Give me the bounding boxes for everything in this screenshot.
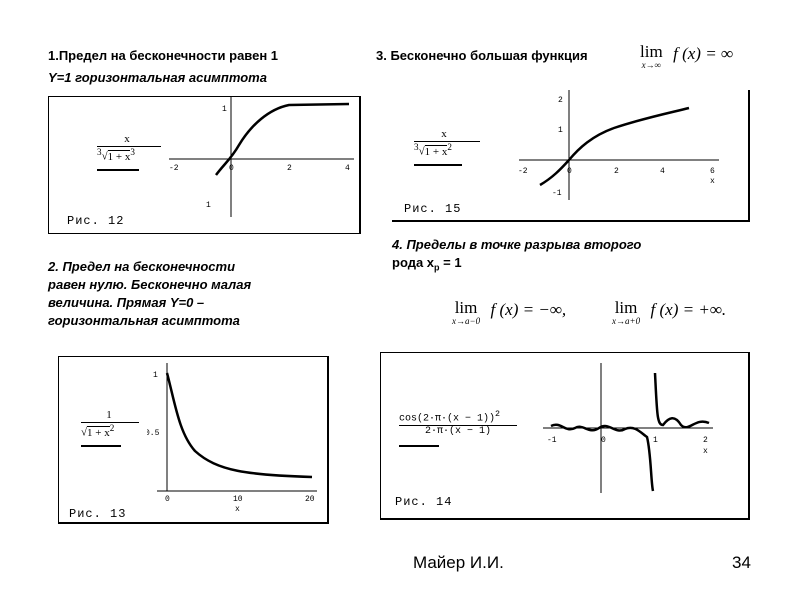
curve [165,372,313,479]
x-axis-label: x [235,505,240,513]
figure-14-caption: Рис. 14 [395,495,453,509]
xtick-label: 2 [703,436,708,445]
xtick-label: 4 [345,164,350,173]
x-axis-label: x [710,177,715,186]
limit-formula-3: lim x→∞ f (x) = ∞ [640,42,734,70]
ytick-label: -1 [552,189,562,198]
ytick-label: 0.5 [147,429,160,438]
plot-14: -1 0 1 2 x [543,363,713,493]
plot-12: -2 0 2 4 1 1 x [169,97,354,217]
curve [539,106,690,187]
curve-left [550,423,655,492]
formula-1-denominator: 3√1 + x3 [97,147,135,163]
ytick-label: 1 [153,371,158,380]
formula-3: x 3√1 + x2 [414,128,480,166]
formula-2: 1 √1 + x2 [81,409,139,447]
formula-1-numerator: x [124,133,130,145]
curve [215,102,350,176]
formula-4-underline [399,445,439,448]
xtick-label: 6 [710,167,715,176]
formula-1-underline [97,168,139,171]
ytick-label: 2 [558,96,563,105]
limit-formula-4a: lim x→a−0 f (x) = −∞, [452,298,567,326]
xtick-label: -2 [518,167,528,176]
ytick-label: 1 [206,201,211,210]
xtick-label: 0 [165,495,170,504]
formula-4: cos(2·π·(x − 1))2 2·π·(x − 1) [399,409,517,448]
xtick-label: 2 [287,164,292,173]
formula-2-underline [81,444,121,447]
limit-formula-4b: lim x→a+0 f (x) = +∞. [612,298,727,326]
section2-text: 2. Предел на бесконечности равен нулю. Б… [48,259,252,328]
section4-text: 4. Пределы в точке разрыва второго рода … [392,237,642,273]
page-number: 34 [732,553,751,572]
xtick-label: 0 [229,164,234,173]
footer-author: Майер И.И. [413,553,504,572]
x-axis-label: x [703,447,708,456]
xtick-label: -2 [169,164,179,173]
xtick-label: 10 [233,495,243,504]
section1-title: 1.Предел на бесконечности равен 1 [48,48,279,63]
ytick-label: 1 [558,126,563,135]
figure-14: cos(2·π·(x − 1))2 2·π·(x − 1) -1 0 1 2 x… [380,352,750,520]
figure-15: x 3√1 + x2 -2 0 2 4 6 2 1 -1 x Рис. 15 [392,90,750,222]
ytick-label: 1 [222,105,227,114]
figure-12-caption: Рис. 12 [67,214,125,228]
plot-15: -2 0 2 4 6 2 1 -1 x [518,90,719,200]
figure-13-caption: Рис. 13 [69,507,127,521]
formula-1: x 3√1 + x3 [97,133,161,171]
xtick-label: 4 [660,167,665,176]
xtick-label: 2 [614,167,619,176]
figure-13: 1 √1 + x2 1 0.5 0 10 20 x Рис. 13 [58,356,329,524]
formula-3-underline [414,163,462,166]
section3-title: 3. Бесконечно большая функция [376,48,588,63]
xtick-label: 20 [305,495,315,504]
section1-subtitle: Y=1 горизонтальная асимптота [48,70,267,85]
xtick-label: 1 [653,436,658,445]
curve-right [653,372,710,429]
figure-12: x 3√1 + x3 -2 0 2 4 1 1 x Рис. 12 [48,96,361,234]
xtick-label: 0 [567,167,572,176]
figure-15-caption: Рис. 15 [404,202,462,216]
plot-13: 1 0.5 0 10 20 x [147,363,317,513]
xtick-label: -1 [547,436,557,445]
xtick-label: 0 [601,436,606,445]
